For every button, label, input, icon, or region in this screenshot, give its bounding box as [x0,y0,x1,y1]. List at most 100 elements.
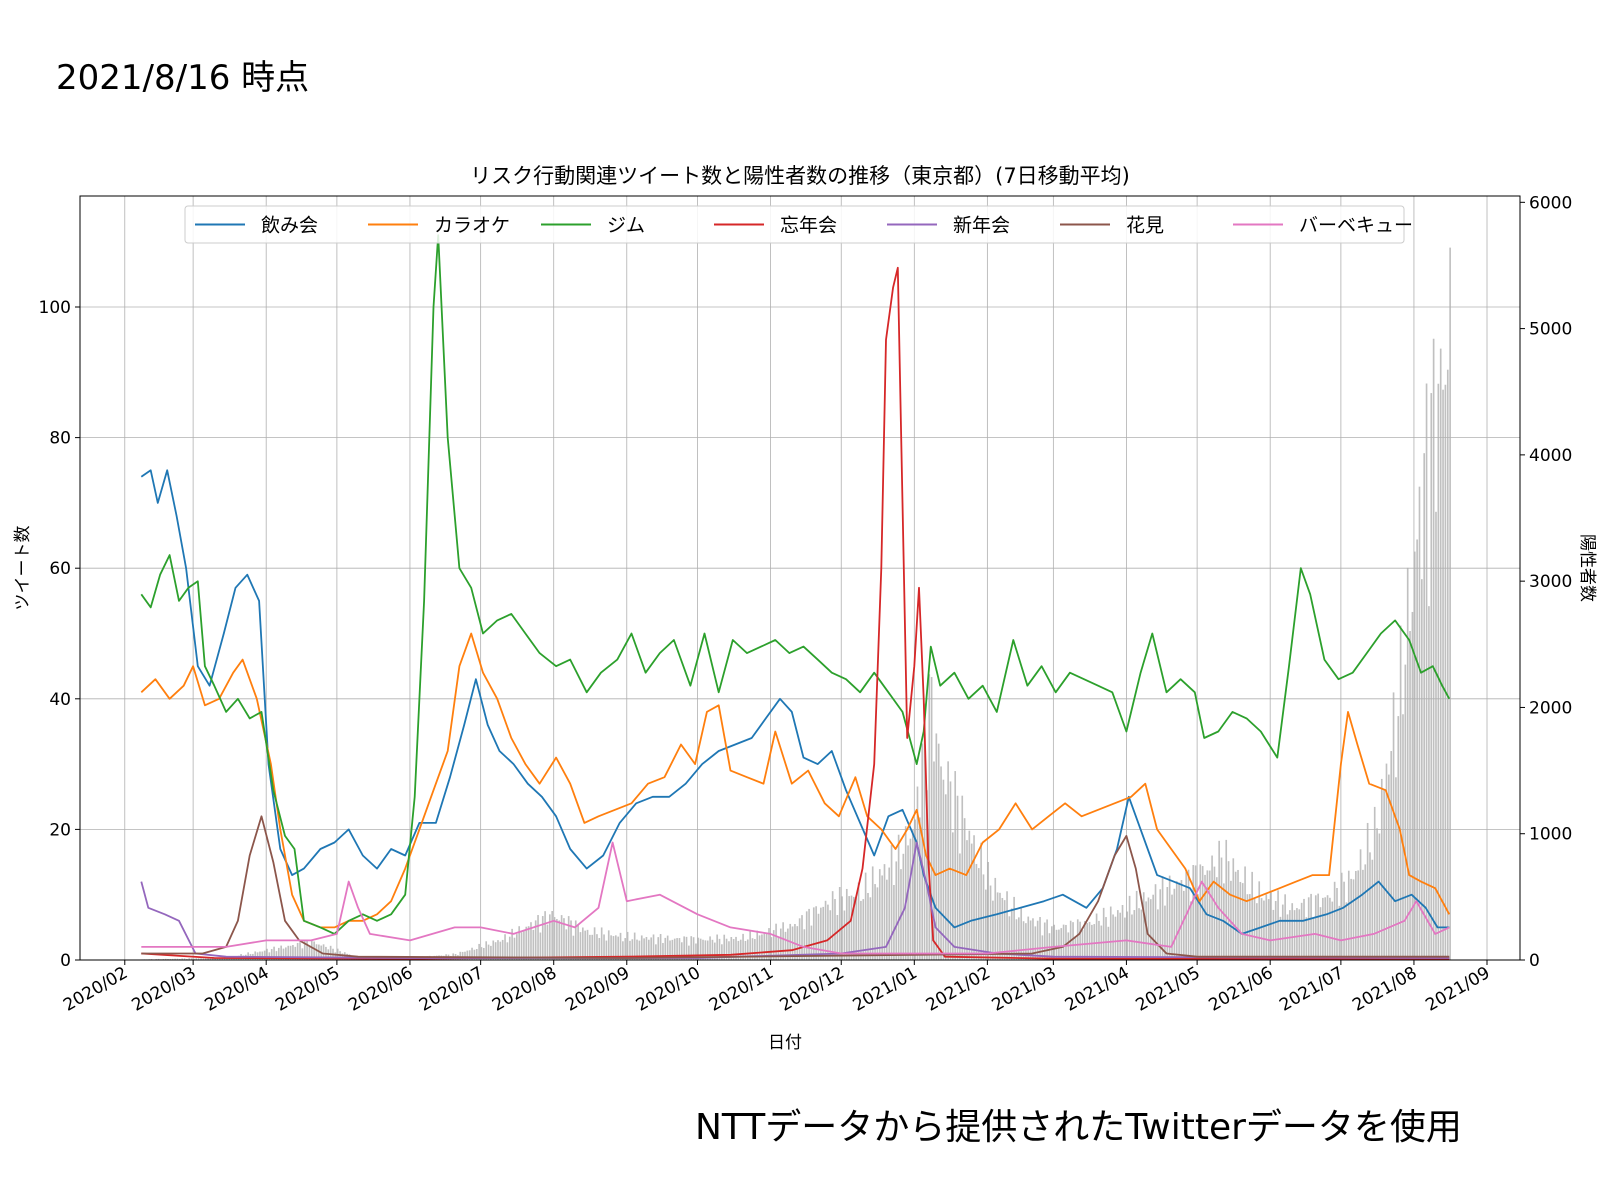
positives-bar [614,935,617,960]
positives-bar [735,936,737,960]
positives-bar [273,946,275,960]
positives-bar [633,932,636,960]
positives-bar [1357,870,1360,960]
positives-bar [520,932,523,960]
positives-bar [1260,898,1263,960]
positives-bar [812,907,815,960]
positives-bar [730,937,733,960]
positives-bar [949,781,952,960]
x-tick-label: 2020/10 [633,963,704,1016]
y2-tick-label: 3000 [1529,572,1572,592]
positives-bar [193,958,195,960]
positives-bar [1369,852,1371,960]
positives-bar [532,929,535,960]
positives-bar [1345,902,1348,960]
positives-bar [1149,899,1152,960]
positives-bar [322,944,325,960]
positives-bar [1312,918,1315,960]
positives-bar [1036,920,1039,960]
positives-bar [744,940,747,960]
positives-bar [313,941,315,960]
positives-bar [464,951,466,960]
positives-bar [756,930,759,960]
positives-bar [1437,383,1440,960]
positives-bar [622,941,624,960]
positives-bar [1114,916,1117,960]
bars-layer [141,247,1451,961]
positives-bar [334,952,337,960]
positives-bar [195,958,198,960]
positives-bar [1326,895,1329,960]
y-tick-label: 40 [49,690,71,710]
positives-bar [787,928,789,960]
positives-bar [1274,901,1277,960]
positives-bar [598,937,601,960]
positives-bar [1383,789,1385,960]
x-tick-label: 2020/12 [777,963,848,1016]
positives-bar [511,928,513,960]
positives-bar [294,946,297,960]
positives-bar [277,947,280,960]
positives-bar [763,932,766,960]
positives-bar [942,779,945,960]
positives-bar [556,919,558,960]
positives-bar [1018,917,1020,960]
positives-bar [466,950,469,960]
positives-bar [301,948,304,960]
positives-bar [869,897,872,960]
positives-bar [829,910,832,960]
positives-bar [784,931,787,960]
positives-bar [911,830,914,960]
positives-bar [1157,909,1159,960]
positives-bar [1116,910,1119,960]
positives-bar [1140,909,1143,960]
positives-bar [468,950,471,960]
positives-bar [211,958,214,960]
positives-bar [1234,871,1237,960]
positives-bar [888,867,891,960]
positives-bar [796,926,799,960]
positives-bar [508,936,511,960]
positives-bar [1112,914,1114,960]
positives-bar [254,951,257,960]
positives-bar [1423,453,1426,960]
positives-bar [688,945,690,960]
positives-bar [721,944,723,960]
positives-bar [541,916,544,960]
positives-bar [1166,887,1169,960]
positives-bar [1098,920,1100,960]
positives-bar [216,957,219,960]
x-tick-label: 2021/02 [923,963,994,1016]
positives-bar [513,937,516,960]
positives-bar [492,940,495,960]
positives-bar [315,944,318,960]
positives-bar [525,926,528,960]
date-stamp: 2021/8/16 時点 [56,58,310,98]
positives-bar [487,944,490,960]
positives-bar [673,938,676,960]
positives-bar [292,945,294,960]
positives-bar [732,939,735,960]
positives-bar [624,938,627,960]
positives-bar [1289,910,1291,960]
positives-bar [603,934,605,960]
positives-bar [699,938,702,960]
positives-bar [742,933,744,960]
positives-bar [659,934,662,960]
positives-bar [706,940,709,960]
positives-bar [174,958,176,960]
chart-title: リスク行動関連ツイート数と陽性者数の推移（東京都）(7日移動平均) [470,164,1130,188]
positives-bar [683,936,685,960]
positives-bar [518,926,521,960]
positives-bar [883,864,886,960]
y-tick-label: 100 [39,298,71,318]
positives-bar [636,939,638,960]
positives-bar [1411,611,1414,960]
positives-bar [1300,902,1303,960]
positives-bar [1187,869,1190,960]
positives-bar [1107,926,1110,960]
positives-bar [202,958,205,960]
positives-bar [1072,922,1074,960]
positives-bar [167,958,169,960]
positives-bar [1329,897,1331,960]
